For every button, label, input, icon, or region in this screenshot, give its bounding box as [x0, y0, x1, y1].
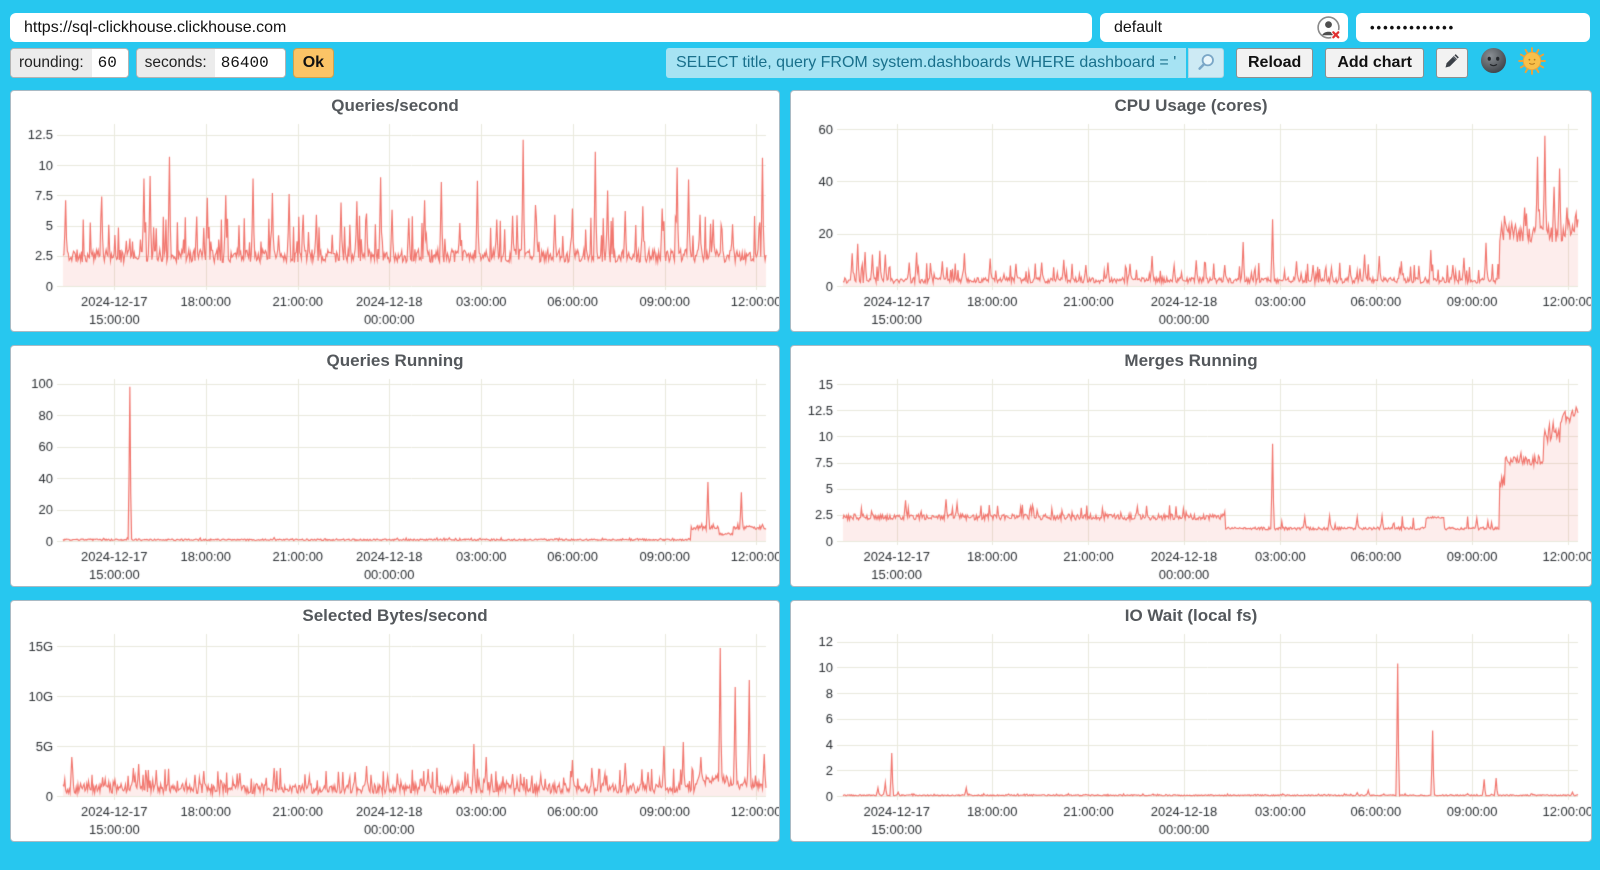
user-field-wrap: [1100, 13, 1348, 42]
chart-canvas-cpu-usage: [791, 91, 1591, 331]
moon-face-icon: [1480, 47, 1507, 79]
ok-button[interactable]: Ok: [292, 48, 335, 78]
magnifier-icon: [1196, 52, 1216, 75]
add-chart-button[interactable]: Add chart: [1325, 48, 1424, 78]
chart-panel-selected-bytes: Selected Bytes/second: [10, 600, 780, 842]
user-auth-error-icon: [1316, 15, 1342, 41]
chart-canvas-selected-bytes: [11, 601, 779, 841]
chart-canvas-queries-running: [11, 346, 779, 586]
dashboard-query-input[interactable]: [665, 48, 1186, 78]
seconds-input[interactable]: [214, 49, 285, 77]
edit-button[interactable]: [1436, 48, 1468, 78]
pencil-icon: [1442, 51, 1462, 76]
charts-grid: Queries/second CPU Usage (cores) Queries…: [10, 90, 1592, 842]
chart-canvas-queries-per-second: [11, 91, 779, 331]
chart-panel-queries-running: Queries Running: [10, 345, 780, 587]
search-button[interactable]: [1187, 48, 1224, 78]
dark-theme-toggle[interactable]: [1479, 47, 1507, 79]
seconds-control: seconds:: [135, 48, 286, 78]
toolbar: rounding: seconds: Ok Reload Add chart: [10, 46, 1590, 80]
chart-canvas-io-wait: [791, 601, 1591, 841]
chart-panel-merges-running: Merges Running: [790, 345, 1592, 587]
reload-button[interactable]: Reload: [1235, 48, 1314, 78]
url-input[interactable]: [10, 13, 1092, 42]
chart-panel-io-wait: IO Wait (local fs): [790, 600, 1592, 842]
chart-canvas-merges-running: [791, 346, 1591, 586]
seconds-label: seconds:: [136, 49, 215, 77]
rounding-input[interactable]: [91, 49, 128, 77]
chart-panel-cpu-usage: CPU Usage (cores): [790, 90, 1592, 332]
rounding-label: rounding:: [11, 49, 92, 77]
connection-bar: [10, 13, 1590, 42]
chart-panel-queries-per-second: Queries/second: [10, 90, 780, 332]
rounding-control: rounding:: [10, 48, 129, 78]
sun-face-icon: [1518, 46, 1546, 80]
light-theme-toggle[interactable]: [1518, 46, 1546, 80]
user-input[interactable]: [1100, 13, 1348, 42]
dashboard-query-wrap: [665, 48, 1224, 78]
password-input[interactable]: [1356, 13, 1590, 42]
